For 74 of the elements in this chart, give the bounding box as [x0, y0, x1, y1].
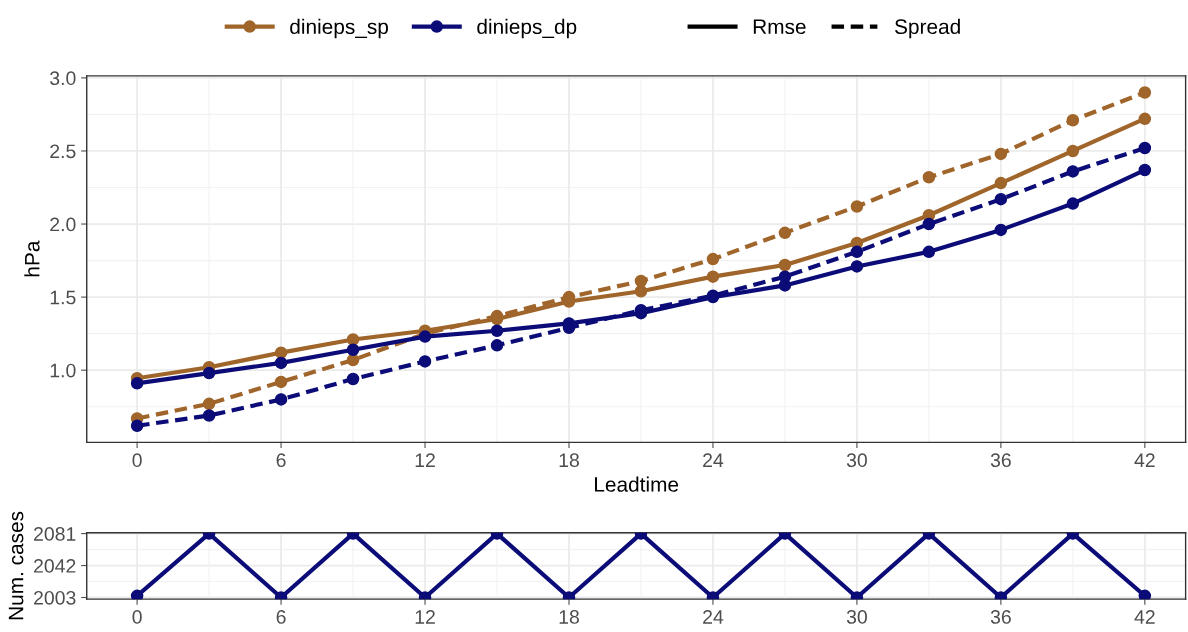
point: [202, 397, 216, 411]
point: [1138, 141, 1152, 155]
point: [850, 200, 864, 213]
y-axis-title: Num. cases: [8, 511, 24, 620]
y-tick-label: 3.0: [50, 71, 76, 86]
point: [778, 258, 792, 272]
x-tick-label: 18: [559, 610, 579, 624]
x-tick-label: 6: [276, 453, 286, 468]
point: [274, 375, 288, 389]
y-tick-label: 2042: [34, 559, 76, 573]
point: [994, 223, 1008, 237]
x-tick-label: 42: [1134, 610, 1155, 624]
x-tick-label: 6: [276, 610, 286, 624]
point: [418, 355, 432, 368]
y-tick-label: 1.0: [50, 363, 76, 378]
x-tick-label: 12: [415, 453, 435, 467]
point: [922, 171, 936, 184]
y-tick-label: 1.5: [50, 290, 76, 305]
point: [490, 324, 504, 337]
point: [130, 589, 144, 600]
point: [1138, 589, 1152, 600]
point: [922, 217, 936, 231]
x-tick-label: 18: [559, 453, 579, 468]
point: [490, 339, 504, 352]
point: [346, 333, 360, 346]
point: [850, 245, 864, 259]
x-tick-label: 0: [132, 610, 142, 624]
x-tick-label: 36: [990, 610, 1011, 624]
point: [274, 356, 288, 370]
x-tick-label: 24: [703, 453, 724, 467]
point: [634, 285, 648, 298]
x-tick-label: 36: [990, 453, 1011, 468]
x-tick-label: 30: [846, 610, 867, 624]
point: [130, 377, 144, 390]
point: [706, 270, 720, 283]
point: [1066, 144, 1080, 158]
x-tick-label: 12: [415, 610, 435, 624]
point: [274, 393, 288, 406]
text: Spread: [895, 18, 960, 39]
x-tick-label: 30: [846, 453, 867, 468]
point: [1066, 165, 1080, 178]
point: [922, 245, 936, 259]
point: [346, 343, 360, 356]
y-tick-label: 2.0: [50, 217, 76, 232]
point: [1066, 197, 1080, 210]
point: [634, 274, 648, 288]
y-tick-label: 2081: [34, 527, 76, 541]
legend-label: dinieps_dp: [477, 18, 577, 39]
y-tick-label: 2003: [34, 590, 76, 605]
y-tick-label: 2.5: [50, 144, 76, 159]
point: [850, 260, 864, 273]
x-tick-label: 42: [1134, 453, 1155, 467]
point: [778, 270, 792, 283]
point: [1138, 86, 1152, 99]
point: [130, 419, 144, 432]
point: [202, 409, 216, 422]
point: [994, 192, 1008, 206]
text: Rmse: [753, 19, 806, 35]
legend-label: dinieps_sp: [290, 18, 389, 39]
point: [346, 353, 360, 367]
point: [1138, 163, 1152, 177]
point: [274, 346, 288, 359]
point: [346, 372, 360, 386]
point: [994, 147, 1008, 161]
point: [202, 366, 216, 380]
x-tick-label: 24: [703, 610, 724, 624]
point: [706, 252, 720, 266]
y-axis-title: hPa: [24, 240, 40, 277]
point: [778, 226, 792, 240]
x-tick-label: 0: [132, 453, 142, 468]
x-axis-title: Leadtime: [595, 476, 679, 492]
point: [1138, 112, 1152, 126]
point: [1066, 114, 1080, 127]
point: [994, 176, 1008, 190]
